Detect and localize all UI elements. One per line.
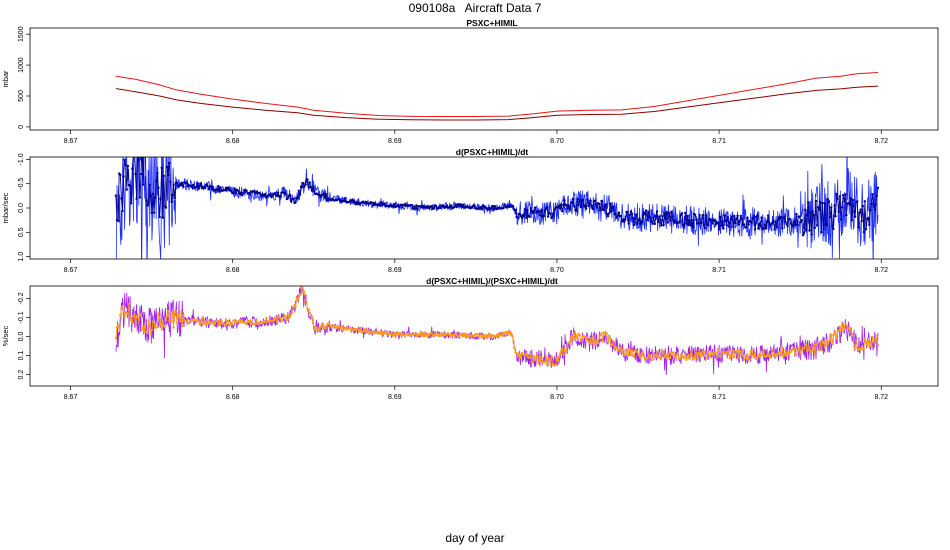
y-tick-label: 0.0 <box>18 203 25 213</box>
series-point <box>137 146 139 148</box>
x-tick-label: 8.68 <box>226 394 240 401</box>
panel-frame <box>29 27 939 131</box>
series-point <box>141 145 143 147</box>
series-point <box>133 151 135 153</box>
plot-area <box>114 145 880 259</box>
panel-title: PSXC+HIMIL <box>466 18 517 28</box>
y-tick-label: -0.2 <box>18 292 25 304</box>
panel-frame <box>29 285 939 387</box>
panel-1: PSXC+HIMIL 0 500 1000 1500 mbar 8.67 8.68 8.69 8.… <box>1 18 939 145</box>
y-tick-label: -0.1 <box>18 311 25 323</box>
y-tick-label: 1000 <box>18 57 25 73</box>
y-tick-label: 500 <box>18 90 25 102</box>
x-tick-label: 8.67 <box>64 138 78 145</box>
x-tick-label: 8.70 <box>550 394 564 401</box>
x-tick-label: 8.71 <box>712 394 726 401</box>
panel-title: d(PSXC+HIMIL)/(PSXC+HIMIL)/dt <box>426 276 558 286</box>
figure-title: 090108a Aircraft Data 7 <box>408 1 542 15</box>
x-tick-label: 8.71 <box>712 138 726 145</box>
y-tick-label: 0.2 <box>18 370 25 380</box>
series-line-2 <box>115 85 879 121</box>
x-tick-label: 8.72 <box>874 394 888 401</box>
plot-area <box>115 72 879 121</box>
x-tick-label: 8.70 <box>550 138 564 145</box>
y-axis-label: mbar/sec <box>1 192 10 223</box>
y-tick-label: 0 <box>18 125 25 129</box>
y-tick-label: 0.5 <box>18 227 25 237</box>
x-tick-label: 8.70 <box>550 267 564 274</box>
x-tick-label: 8.69 <box>388 394 402 401</box>
x-tick-label: 8.68 <box>226 138 240 145</box>
x-tick-label: 8.69 <box>388 138 402 145</box>
panel-2: d(PSXC+HIMIL)/dt -1.0 -0.5 0.0 0.5 1.0 mbar/se… <box>1 145 939 274</box>
series-point <box>132 153 134 155</box>
panel-title: d(PSXC+HIMIL)/dt <box>456 147 529 157</box>
series-smooth-line <box>115 287 879 366</box>
panel-3: d(PSXC+HIMIL)/(PSXC+HIMIL)/dt -0.2 -0.1 0.0… <box>1 276 939 401</box>
x-tick-label: 8.69 <box>388 267 402 274</box>
series-line <box>115 286 879 376</box>
series-point <box>143 148 145 150</box>
x-tick-label: 8.67 <box>64 267 78 274</box>
x-tick-label: 8.72 <box>874 267 888 274</box>
x-tick-label: 8.68 <box>226 267 240 274</box>
x-tick-label: 8.71 <box>712 267 726 274</box>
series-smooth-line <box>115 157 879 236</box>
series-line-1 <box>115 72 879 117</box>
y-tick-label: 0.1 <box>18 351 25 361</box>
y-axis-label: mbar <box>1 70 10 88</box>
y-tick-label: 0.0 <box>18 332 25 342</box>
y-tick-label: 1.0 <box>18 252 25 262</box>
x-tick-label: 8.72 <box>874 138 888 145</box>
y-tick-label: -0.5 <box>18 178 25 190</box>
x-axis-title: day of year <box>445 531 505 545</box>
y-tick-label: -1.0 <box>18 153 25 165</box>
y-axis-label: %/sec <box>1 326 10 347</box>
series-point <box>144 148 146 150</box>
x-tick-label: 8.67 <box>64 394 78 401</box>
y-tick-label: 1500 <box>18 26 25 42</box>
plot-area <box>114 286 880 376</box>
